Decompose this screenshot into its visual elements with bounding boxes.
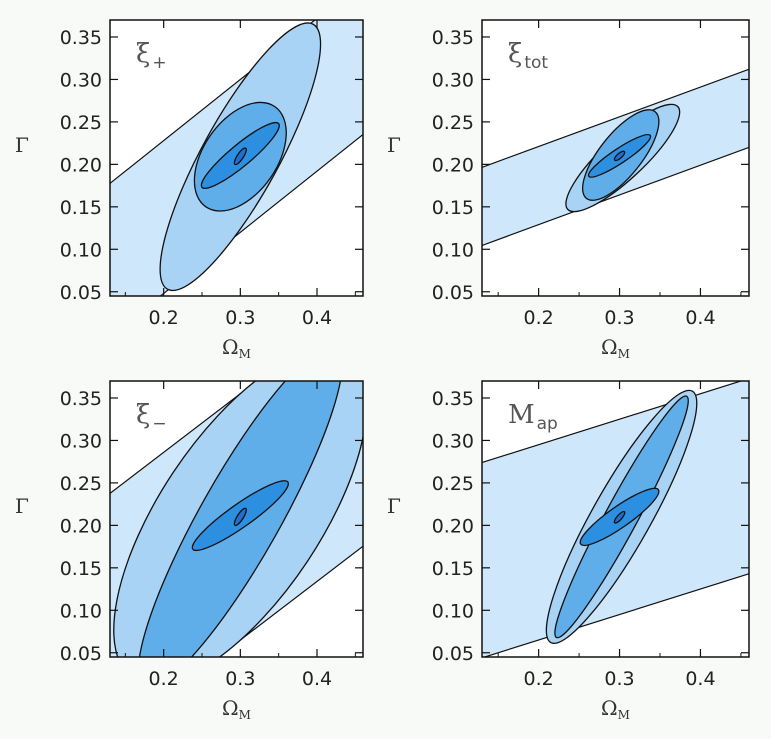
contour-core [613, 510, 626, 524]
x-tick-label: 0.3 [225, 307, 255, 329]
x-tick-label: 0.3 [225, 668, 255, 690]
panel-label: ξ − [136, 400, 167, 434]
y-tick-label: 0.15 [432, 197, 474, 219]
y-tick-label: 0.10 [60, 239, 102, 261]
y-tick-label: 0.25 [60, 473, 102, 495]
plot-frame [481, 19, 750, 297]
y-tick-label: 0.35 [60, 388, 102, 410]
y-tick-label: 0.20 [432, 515, 474, 537]
panel-label: ξ tot [508, 39, 548, 73]
contour-core [233, 507, 247, 527]
x-tick-label: 0.4 [302, 668, 332, 690]
contour-core [233, 147, 247, 166]
y-tick-label: 0.20 [60, 515, 102, 537]
chart-panel-1: 0.2 0.3 0.4 0.05 0.10 0.15 0.20 0.25 0.30 0.35 ΩM Γ… [15, 19, 364, 361]
y-tick-label: 0.25 [60, 112, 102, 134]
x-tick-label: 0.3 [604, 668, 634, 690]
chart-panel-4: 0.2 0.3 0.4 0.05 0.10 0.15 0.20 0.25 0.30 0.35 ΩM Γ… [387, 380, 750, 722]
x-axis-label: ΩM [601, 696, 630, 722]
y-tick-label: 0.05 [432, 282, 474, 304]
y-tick-label: 0.35 [432, 388, 474, 410]
y-tick-label: 0.05 [60, 643, 102, 665]
y-tick-label: 0.10 [432, 239, 474, 261]
x-tick-label: 0.2 [524, 668, 554, 690]
y-tick-label: 0.15 [60, 197, 102, 219]
x-axis-label: ΩM [601, 335, 630, 361]
band-lower-edge [482, 146, 749, 247]
x-axis-label: ΩM [222, 696, 251, 722]
y-tick-label: 0.15 [432, 558, 474, 580]
plot-content [482, 68, 749, 247]
band-upper-edge [482, 381, 743, 464]
x-axis-label: ΩM [222, 335, 251, 361]
x-tick-label: 0.2 [149, 307, 179, 329]
y-axis-label: Γ [387, 133, 401, 157]
plot-content [482, 381, 749, 657]
y-tick-label: 0.20 [60, 154, 102, 176]
x-tick-label: 0.3 [604, 307, 634, 329]
chart-panel-3: 0.2 0.3 0.4 0.05 0.10 0.15 0.20 0.25 0.30 0.35 ΩM Γ… [15, 380, 364, 722]
contour-core [613, 150, 626, 162]
y-axis-label: Γ [15, 133, 29, 157]
y-tick-label: 0.15 [60, 558, 102, 580]
x-tick-label: 0.2 [149, 668, 179, 690]
plot-frame [109, 19, 364, 297]
band-upper-edge [482, 68, 749, 168]
y-tick-label: 0.30 [60, 69, 102, 91]
y-tick-label: 0.35 [432, 27, 474, 49]
y-tick-label: 0.10 [432, 600, 474, 622]
y-tick-label: 0.05 [60, 282, 102, 304]
y-tick-label: 0.30 [432, 430, 474, 452]
band-lower-edge [482, 573, 749, 657]
panel-label: ξ + [136, 39, 167, 73]
y-axis-label: Γ [15, 494, 29, 518]
chart-panel-2: 0.2 0.3 0.4 0.05 0.10 0.15 0.20 0.25 0.30 0.35 ΩM Γ… [387, 19, 750, 361]
plot-frame [109, 380, 364, 658]
y-tick-label: 0.30 [60, 430, 102, 452]
x-tick-label: 0.2 [524, 307, 554, 329]
x-tick-label: 0.4 [302, 307, 332, 329]
y-tick-label: 0.10 [60, 600, 102, 622]
y-axis-label: Γ [387, 494, 401, 518]
plot-content [110, 381, 363, 657]
plot-frame [481, 380, 750, 658]
band-upper-edge [110, 20, 316, 185]
y-tick-label: 0.25 [432, 112, 474, 134]
y-tick-label: 0.35 [60, 27, 102, 49]
y-tick-label: 0.20 [432, 154, 474, 176]
y-tick-label: 0.25 [432, 473, 474, 495]
y-tick-label: 0.30 [432, 69, 474, 91]
y-tick-label: 0.05 [432, 643, 474, 665]
plot-content [110, 20, 363, 296]
x-tick-label: 0.4 [685, 668, 715, 690]
x-tick-label: 0.4 [685, 307, 715, 329]
